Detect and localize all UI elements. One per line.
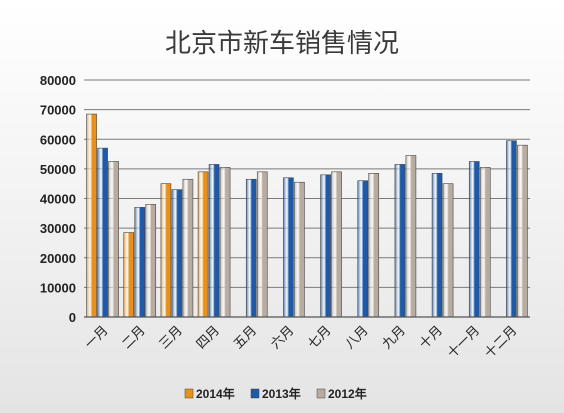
bar-2012年-八月 xyxy=(368,173,380,318)
bar-2013年-四月 xyxy=(208,164,220,318)
legend-swatch-2014年 xyxy=(184,388,194,399)
x-tick-label: 一月 xyxy=(82,323,111,352)
bar-2013年-一月 xyxy=(97,147,108,318)
x-tick-label: 二月 xyxy=(120,323,149,352)
bar-2013年-十一月 xyxy=(468,161,480,318)
bar-2013年-十月 xyxy=(431,173,443,318)
y-axis: 0 10000 20000 30000 40000 50000 60000 70000 8000… xyxy=(40,73,76,325)
bar-2012年-十一月 xyxy=(479,167,491,318)
bar-2012年-二月 xyxy=(145,204,157,318)
bar-2012年-十二月 xyxy=(517,144,528,318)
bar-2012年-三月 xyxy=(182,178,194,318)
bar-2012年-五月 xyxy=(256,171,268,318)
y-tick-label: 60000 xyxy=(40,132,76,147)
x-tick-label: 十月 xyxy=(417,323,446,352)
bar-2012年-七月 xyxy=(331,171,342,318)
bar-2014年-一月 xyxy=(86,113,97,318)
x-tick-label: 五月 xyxy=(231,323,260,352)
bar-2013年-五月 xyxy=(245,178,257,318)
x-tick-label: 八月 xyxy=(343,323,372,352)
x-tick-label: 七月 xyxy=(305,323,334,352)
chart-title: 北京市新车销售情况 xyxy=(165,29,399,59)
bar-2014年-三月 xyxy=(160,183,172,318)
y-tick-label: 40000 xyxy=(40,192,76,207)
x-tick-label: 十二月 xyxy=(482,323,520,361)
bar-2012年-六月 xyxy=(294,181,305,318)
y-tick-label: 30000 xyxy=(40,221,76,236)
bars xyxy=(86,113,528,318)
y-tick-label: 10000 xyxy=(40,280,76,295)
bar-2012年-九月 xyxy=(405,155,417,318)
legend-swatch-2012年 xyxy=(316,388,326,399)
x-tick-label: 六月 xyxy=(268,323,297,352)
legend: 2014年 2013年 2012年 xyxy=(184,386,367,401)
bar-2013年-九月 xyxy=(394,164,406,318)
legend-label-2014年: 2014年 xyxy=(196,386,235,401)
legend-swatch-2013年 xyxy=(250,388,260,399)
y-tick-label: 50000 xyxy=(40,162,76,177)
bar-2012年-十月 xyxy=(442,183,454,318)
bar-2013年-七月 xyxy=(320,174,331,318)
bar-2014年-四月 xyxy=(197,171,209,318)
bar-2012年-一月 xyxy=(108,161,119,318)
x-tick-label: 九月 xyxy=(380,323,409,352)
legend-label-2012年: 2012年 xyxy=(328,386,367,401)
grid xyxy=(84,79,530,318)
legend-label-2013年: 2013年 xyxy=(262,386,301,401)
y-tick-label: 80000 xyxy=(40,73,76,88)
bar-2013年-八月 xyxy=(357,180,369,318)
x-tick-label: 四月 xyxy=(194,323,223,352)
x-tick-label: 十一月 xyxy=(445,323,483,361)
y-tick-label: 0 xyxy=(69,310,76,325)
bar-2012年-四月 xyxy=(219,167,231,318)
y-tick-label: 20000 xyxy=(40,251,76,266)
bar-2013年-三月 xyxy=(171,189,183,318)
bar-2013年-六月 xyxy=(283,177,294,318)
y-tick-label: 70000 xyxy=(40,103,76,118)
bar-2013年-十二月 xyxy=(506,140,517,318)
bar-2013年-二月 xyxy=(134,207,146,318)
x-tick-label: 三月 xyxy=(157,323,186,352)
bar-2014年-二月 xyxy=(123,232,135,318)
